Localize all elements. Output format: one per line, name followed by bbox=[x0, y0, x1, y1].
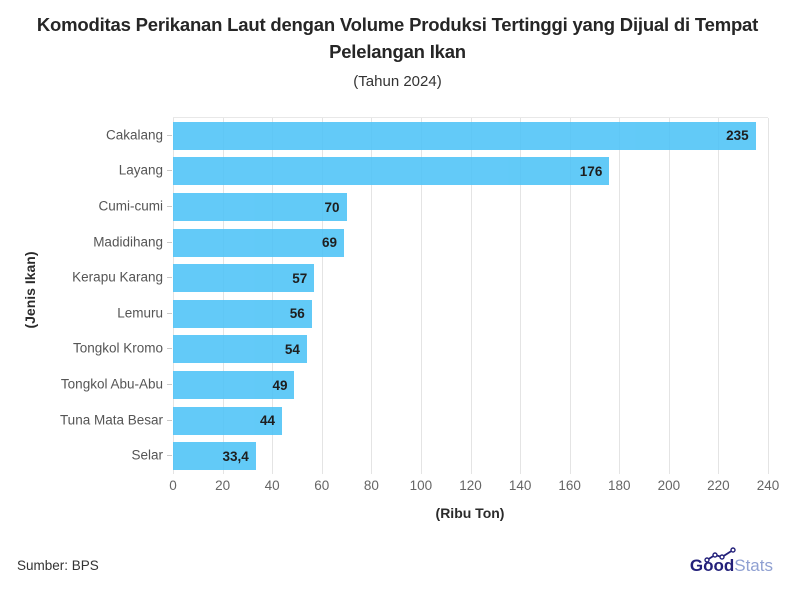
category-label: Layang bbox=[118, 162, 163, 178]
category-label: Tongkol Kromo bbox=[72, 340, 163, 356]
bar-value-label: 176 bbox=[579, 163, 603, 179]
category-label: Madidihang bbox=[93, 234, 163, 250]
gridline bbox=[272, 118, 274, 474]
gridline bbox=[569, 118, 571, 474]
gridline bbox=[520, 118, 522, 474]
source-text: Sumber: BPS bbox=[17, 558, 99, 573]
bar-tuna-mata-besar: 44 bbox=[173, 406, 283, 435]
category-tick bbox=[167, 277, 172, 279]
category-tick bbox=[167, 384, 172, 385]
x-tick-label: 180 bbox=[607, 478, 631, 493]
category-tick bbox=[167, 419, 172, 421]
category-tick bbox=[167, 455, 172, 457]
category-label: Lemuru bbox=[117, 305, 163, 321]
logo-sparkline-icon bbox=[704, 547, 736, 563]
category-tick bbox=[167, 134, 172, 136]
gridline bbox=[420, 118, 422, 474]
category-label: Tongkol Abu-Abu bbox=[60, 376, 163, 392]
category-tick bbox=[167, 206, 172, 207]
bar-cumi-cumi: 70 bbox=[173, 193, 347, 221]
gridline bbox=[222, 118, 224, 474]
goodstats-logo: GoodStats bbox=[689, 547, 773, 576]
category-label: Selar bbox=[131, 447, 163, 463]
gridline bbox=[173, 118, 174, 474]
x-tick-label: 160 bbox=[558, 478, 581, 493]
plot-area: 235 176 70 69 57 56 54 49 44 33,4 bbox=[173, 117, 769, 474]
chart-subtitle: (Tahun 2024) bbox=[353, 73, 442, 90]
bar-layang: 176 bbox=[173, 157, 610, 186]
gridline bbox=[470, 118, 472, 474]
x-tick-label: 120 bbox=[459, 478, 482, 493]
bar-value-label: 57 bbox=[292, 270, 308, 286]
bar-value-label: 70 bbox=[324, 199, 340, 215]
category-tick bbox=[167, 312, 172, 314]
x-tick-label: 80 bbox=[363, 478, 379, 493]
category-tick bbox=[167, 241, 172, 243]
bar-selar: 33,4 bbox=[173, 442, 256, 471]
logo-text-good: Good bbox=[689, 556, 735, 575]
bar-kerapu-karang: 57 bbox=[173, 264, 315, 293]
category-label: Cakalang bbox=[105, 127, 163, 143]
category-tick bbox=[167, 170, 172, 172]
gridline bbox=[768, 118, 769, 474]
gridline bbox=[718, 118, 720, 474]
chart-title: Komoditas Perikanan Laut dengan Volume P… bbox=[36, 14, 759, 62]
x-tick-label: 60 bbox=[314, 478, 330, 493]
x-tick-label: 40 bbox=[264, 478, 280, 493]
bar-value-label: 44 bbox=[260, 413, 276, 429]
category-tick bbox=[167, 348, 172, 350]
bar-cakalang: 235 bbox=[173, 121, 756, 150]
x-tick-label: 0 bbox=[169, 478, 177, 493]
gridline bbox=[668, 118, 670, 474]
category-label: Kerapu Karang bbox=[72, 269, 163, 285]
bar-value-label: 56 bbox=[289, 306, 305, 322]
bar-value-label: 69 bbox=[322, 235, 338, 251]
gridline bbox=[619, 118, 621, 474]
bar-value-label: 49 bbox=[272, 377, 288, 393]
category-label: Cumi-cumi bbox=[98, 198, 163, 214]
bar-lemuru: 56 bbox=[173, 299, 312, 328]
x-tick-label: 240 bbox=[756, 478, 780, 493]
bar-value-label: 54 bbox=[284, 341, 300, 357]
gridline bbox=[321, 118, 323, 474]
x-tick-label: 220 bbox=[707, 478, 730, 493]
bar-value-label: 33,4 bbox=[222, 448, 249, 464]
bar-value-label: 235 bbox=[726, 128, 749, 144]
x-tick-label: 100 bbox=[409, 478, 433, 493]
category-label: Tuna Mata Besar bbox=[59, 412, 163, 428]
logo-text-stats: Stats bbox=[734, 556, 773, 575]
x-tick-label: 140 bbox=[508, 478, 532, 493]
x-tick-label: 20 bbox=[215, 478, 231, 493]
bar-madidihang: 69 bbox=[173, 228, 345, 257]
bar-tongkol-kromo: 54 bbox=[173, 335, 307, 364]
bar-tongkol-abu-abu: 49 bbox=[173, 371, 295, 399]
x-axis-label: (Ribu Ton) bbox=[435, 505, 505, 521]
gridline bbox=[371, 118, 373, 474]
x-tick-label: 200 bbox=[657, 478, 681, 493]
